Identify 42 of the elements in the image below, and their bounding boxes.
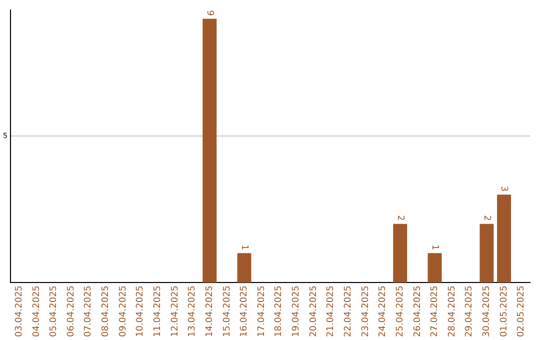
- x-tick-label: 28.04.2025: [447, 285, 458, 337]
- x-tick-label: 12.04.2025: [170, 285, 180, 337]
- data-label: 2: [481, 215, 492, 221]
- x-tick-label: 18.04.2025: [274, 285, 284, 337]
- x-tick-label: 04.04.2025: [32, 285, 42, 337]
- x-tick-label: 08.04.2025: [101, 285, 112, 337]
- x-tick-label: 06.04.2025: [66, 285, 76, 337]
- data-label: 2: [394, 215, 405, 221]
- x-tick-label: 27.04.2025: [430, 285, 440, 337]
- data-label: 1: [429, 244, 440, 250]
- x-tick-label: 20.04.2025: [308, 285, 319, 337]
- x-tick-label: 01.05.2025: [499, 285, 510, 337]
- x-tick-label: 13.04.2025: [188, 285, 198, 337]
- data-label: 3: [498, 186, 509, 192]
- bar: [237, 253, 252, 282]
- x-tick-label: 21.04.2025: [326, 285, 336, 337]
- data-label: 1: [238, 244, 249, 250]
- bar: [428, 253, 442, 282]
- data-label: 9: [204, 10, 214, 16]
- x-tick-label: 05.04.2025: [49, 285, 60, 337]
- x-tick-label: 10.04.2025: [136, 285, 146, 337]
- x-tick-label: 03.04.2025: [14, 285, 24, 337]
- x-tick-label: 29.04.2025: [464, 285, 475, 337]
- x-tick-label: 09.04.2025: [118, 285, 128, 337]
- x-tick-label: 25.04.2025: [395, 285, 406, 337]
- x-tick-label: 15.04.2025: [222, 285, 232, 337]
- x-tick-label: 26.04.2025: [412, 285, 423, 337]
- x-tick-label: 30.04.2025: [482, 285, 492, 337]
- bar: [202, 18, 217, 282]
- x-tick-label: 17.04.2025: [256, 285, 267, 337]
- x-tick-label: 24.04.2025: [378, 285, 388, 337]
- x-tick-label: 16.04.2025: [240, 285, 250, 337]
- x-tick-label: 07.04.2025: [84, 285, 94, 337]
- x-tick-label: 19.04.2025: [292, 285, 302, 337]
- x-tick-label: 14.04.2025: [204, 285, 215, 337]
- bar: [497, 194, 512, 282]
- x-tick-label: 23.04.2025: [360, 285, 371, 337]
- x-tick-label: 02.05.2025: [516, 285, 527, 337]
- x-tick-label: 11.04.2025: [153, 285, 163, 337]
- x-tick-label: 22.04.2025: [344, 285, 354, 337]
- bar: [393, 224, 408, 282]
- bar: [480, 224, 494, 282]
